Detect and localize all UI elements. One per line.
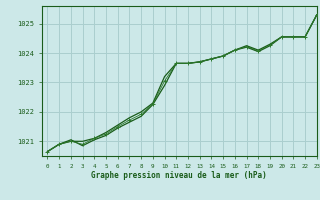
X-axis label: Graphe pression niveau de la mer (hPa): Graphe pression niveau de la mer (hPa) xyxy=(91,171,267,180)
